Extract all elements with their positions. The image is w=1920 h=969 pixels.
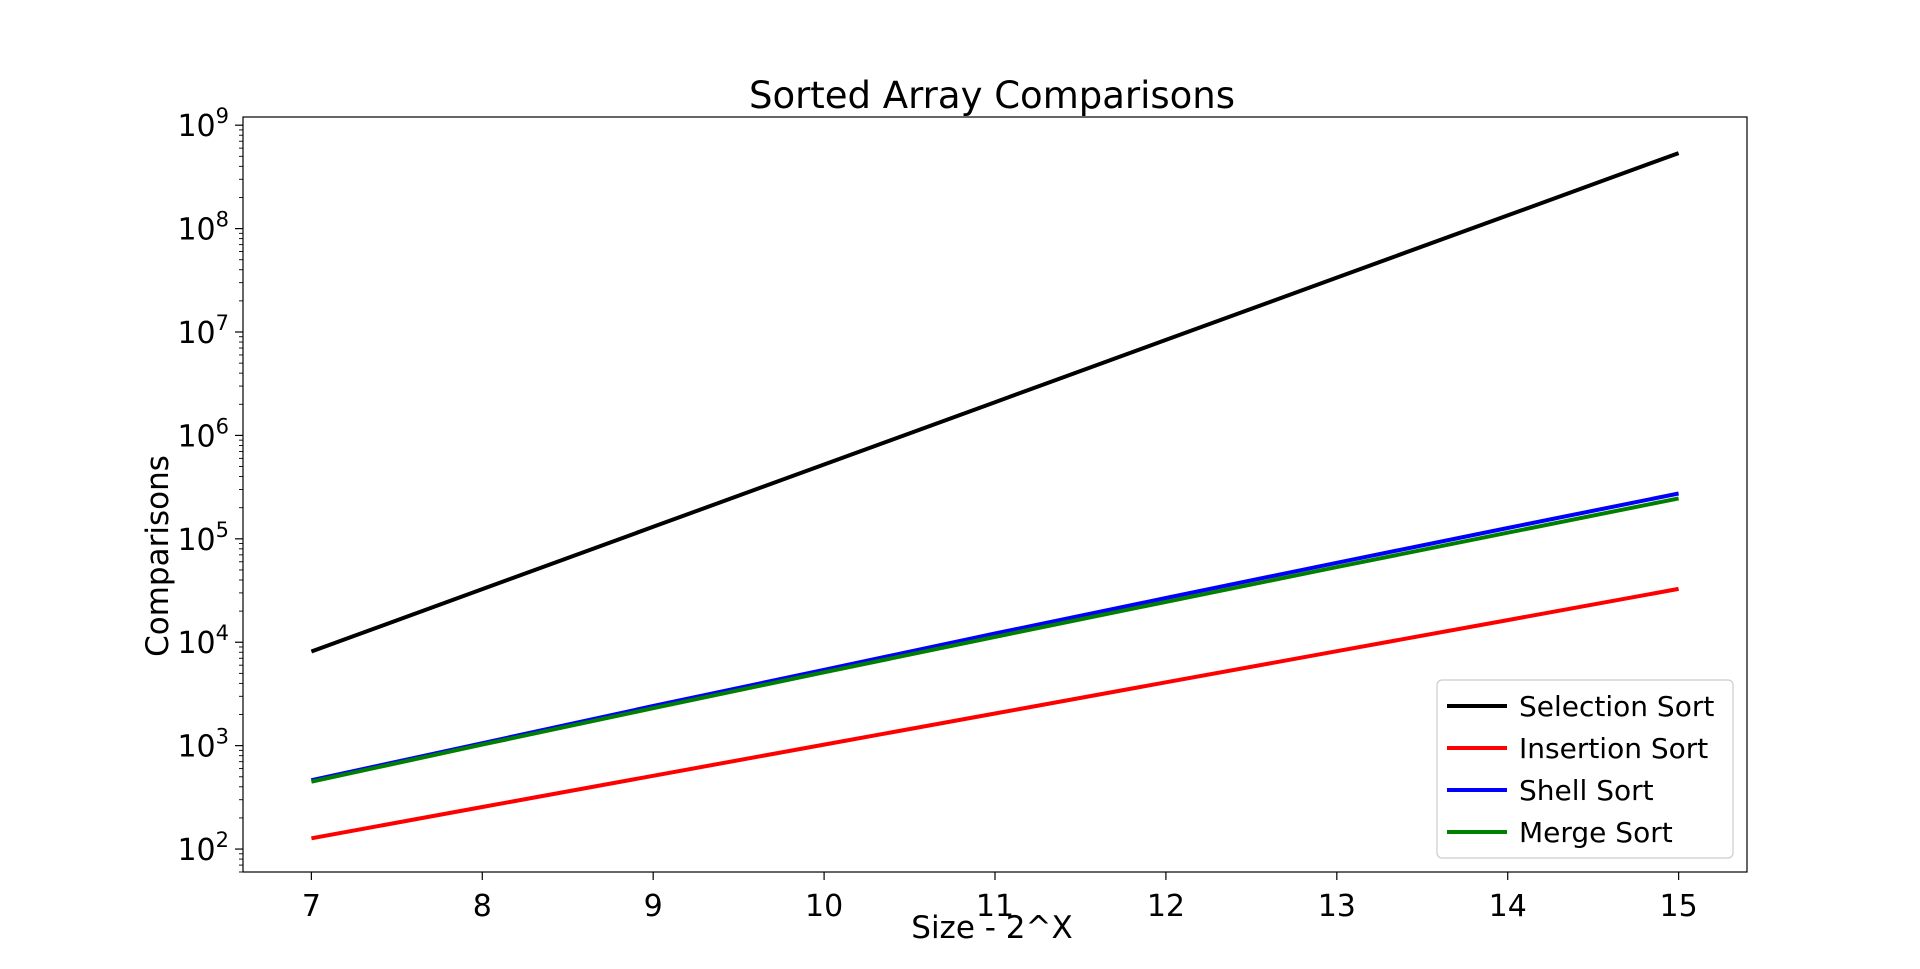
y-tick-label-2: 104 (177, 621, 229, 661)
series-line-3 (310, 496, 1679, 784)
y-axis-label: Comparisons (140, 455, 176, 657)
series-line-0 (310, 151, 1680, 654)
y-tick-label-1: 103 (177, 725, 229, 765)
x-tick-label-6: 13 (1318, 889, 1356, 924)
x-tick-label-1: 8 (473, 889, 492, 924)
chart-title: Sorted Array Comparisons (749, 74, 1235, 117)
x-tick-label-2: 9 (644, 889, 663, 924)
legend-label-2: Shell Sort (1519, 774, 1654, 807)
plot-area: 7 8 9 10 11 12 13 14 15 102 103 104 105 106 107 108 109 S… (177, 104, 1748, 924)
x-tick-label-7: 14 (1489, 889, 1527, 924)
x-tick-label-4: 11 (976, 889, 1014, 924)
x-tick-label-5: 12 (1147, 889, 1185, 924)
y-tick-label-0: 102 (177, 828, 229, 868)
y-tick-label-4: 106 (177, 414, 229, 454)
legend-label-1: Insertion Sort (1519, 732, 1708, 765)
series-line-1 (311, 586, 1679, 841)
y-tick-label-7: 109 (177, 104, 229, 144)
legend-box (1436, 679, 1734, 859)
y-tick-label-6: 108 (177, 208, 229, 248)
y-tick-label-5: 107 (177, 311, 229, 351)
x-tick-label-8: 15 (1660, 889, 1698, 924)
legend-label-0: Selection Sort (1519, 690, 1714, 723)
x-axis-label: Size - 2^X (911, 910, 1072, 946)
y-tick-label-3: 105 (177, 518, 229, 558)
x-tick-label-0: 7 (302, 889, 321, 924)
x-tick-label-3: 10 (805, 889, 843, 924)
legend-label-3: Merge Sort (1519, 816, 1673, 849)
